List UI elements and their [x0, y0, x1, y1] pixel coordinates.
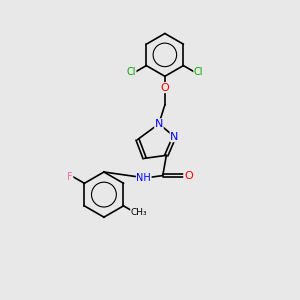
Text: Cl: Cl — [126, 67, 136, 77]
Text: O: O — [184, 171, 193, 181]
Text: O: O — [160, 82, 169, 93]
Text: F: F — [67, 172, 73, 182]
Text: N: N — [170, 132, 178, 142]
Text: N: N — [155, 119, 163, 129]
Text: CH₃: CH₃ — [131, 208, 147, 217]
Text: NH: NH — [136, 173, 151, 183]
Text: Cl: Cl — [194, 67, 203, 77]
